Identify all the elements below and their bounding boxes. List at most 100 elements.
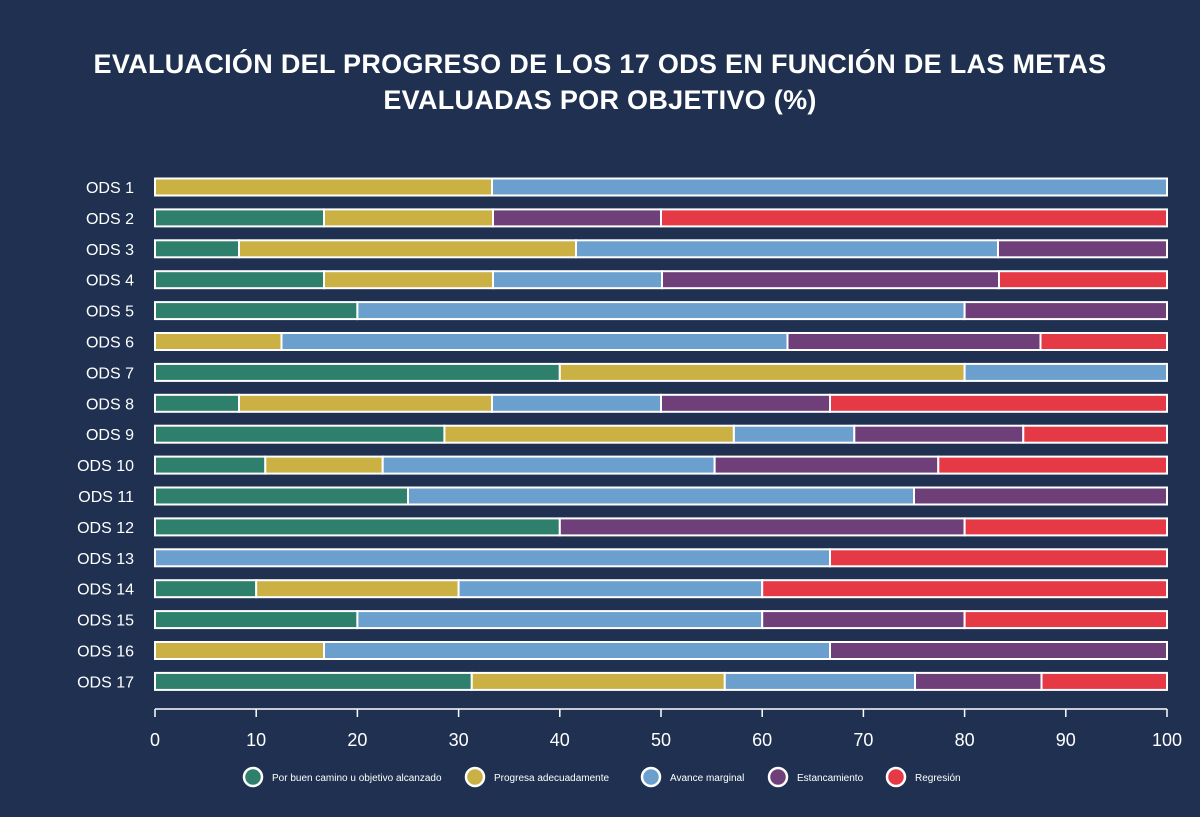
category-label-ods-2: ODS 2: [86, 211, 134, 228]
bar-segment-ods-7-progresa-adecuadamente: [558, 362, 966, 382]
bar-segment-ods-14-regresion: [761, 579, 1168, 599]
category-label-ods-11: ODS 11: [78, 489, 134, 506]
category-labels: ODS 1 ODS 2 ODS 3 ODS 4 ODS 5 ODS 6 ODS 7 ODS 8…: [77, 180, 134, 691]
bar-segment-ods-15-regresion: [963, 610, 1168, 630]
x-tick-label-10: 10: [246, 730, 266, 750]
x-tick-label-50: 50: [651, 730, 671, 750]
bar-segment-ods-5-estancamiento: [963, 301, 1168, 321]
bar-segment-ods-8-estancamiento: [660, 393, 832, 413]
bar-segment-ods-4-estancamiento: [661, 270, 1001, 290]
bar-segment-ods-2-por-buen-camino-u-objetivo-alcanzado: [154, 208, 326, 228]
bar-segment-ods-15-avance-marginal: [356, 610, 764, 630]
bar-segment-ods-17-progresa-adecuadamente: [470, 671, 726, 691]
category-label-ods-16: ODS 16: [77, 644, 134, 661]
legend-swatch-progresa-adecuadamente: [464, 766, 486, 788]
bar-segment-ods-15-estancamiento: [761, 610, 966, 630]
bar-segment-ods-12-estancamiento: [558, 517, 966, 537]
bar-segment-ods-4-por-buen-camino-u-objetivo-alcanzado: [154, 270, 326, 290]
bar-segment-ods-10-progresa-adecuadamente: [264, 455, 384, 475]
bars-group: [154, 177, 1169, 691]
x-tick-label-80: 80: [955, 730, 975, 750]
bar-segment-ods-16-avance-marginal: [323, 641, 832, 660]
category-label-ods-17: ODS 17: [77, 674, 134, 691]
bar-segment-ods-11-por-buen-camino-u-objetivo-alcanzado: [154, 486, 409, 506]
category-label-ods-8: ODS 8: [86, 396, 134, 413]
x-tick-label-90: 90: [1056, 730, 1076, 750]
legend-label-estancamiento: Estancamiento: [797, 773, 864, 784]
bar-segment-ods-10-por-buen-camino-u-objetivo-alcanzado: [154, 455, 267, 475]
category-label-ods-10: ODS 10: [77, 458, 134, 475]
legend-swatch-avance-marginal: [640, 766, 662, 788]
category-label-ods-6: ODS 6: [86, 335, 134, 352]
x-tick-label-60: 60: [752, 730, 772, 750]
bar-segment-ods-6-avance-marginal: [280, 332, 789, 351]
legend-label-por-buen-camino-u-objetivo-alcanzado: Por buen camino u objetivo alcanzado: [272, 773, 442, 784]
x-tick-label-70: 70: [853, 730, 873, 750]
bar-segment-ods-11-estancamiento: [913, 486, 1168, 506]
bar-segment-ods-8-por-buen-camino-u-objetivo-alcanzado: [154, 393, 240, 413]
category-label-ods-12: ODS 12: [77, 520, 134, 537]
bar-segment-ods-17-estancamiento: [914, 671, 1043, 691]
legend-swatch-por-buen-camino-u-objetivo-alcanzado: [242, 766, 264, 788]
bar-segment-ods-16-progresa-adecuadamente: [154, 641, 326, 660]
bar-segment-ods-6-estancamiento: [786, 332, 1042, 351]
legend: Por buen camino u objetivo alcanzado Prog…: [242, 766, 961, 788]
bar-segment-ods-6-regresion: [1039, 332, 1168, 351]
bar-segment-ods-17-por-buen-camino-u-objetivo-alcanzado: [154, 671, 473, 691]
bar-segment-ods-4-regresion: [998, 270, 1168, 290]
bar-segment-ods-10-regresion: [937, 455, 1169, 475]
bar-segment-ods-3-progresa-adecuadamente: [237, 239, 577, 259]
x-tick-label-100: 100: [1152, 730, 1182, 750]
category-label-ods-5: ODS 5: [86, 304, 134, 321]
bar-segment-ods-14-por-buen-camino-u-objetivo-alcanzado: [154, 579, 258, 599]
bar-segment-ods-14-avance-marginal: [457, 579, 764, 599]
category-label-ods-7: ODS 7: [86, 365, 134, 382]
x-axis: 0 10 20 30 40 50 60 70 80 90 100: [150, 708, 1182, 750]
chart-title-line-1: EVALUACIÓN DEL PROGRESO DE LOS 17 ODS EN…: [93, 49, 1107, 79]
x-tick-label-20: 20: [347, 730, 367, 750]
legend-label-avance-marginal: Avance marginal: [670, 773, 744, 784]
bar-segment-ods-9-avance-marginal: [732, 424, 856, 444]
bar-segment-ods-8-avance-marginal: [490, 393, 662, 413]
x-tick-label-30: 30: [449, 730, 469, 750]
bar-segment-ods-9-estancamiento: [853, 424, 1025, 444]
bar-segment-ods-10-estancamiento: [713, 455, 940, 475]
bar-segment-ods-9-progresa-adecuadamente: [443, 424, 735, 444]
x-tick-label-0: 0: [150, 730, 160, 750]
bar-segment-ods-5-por-buen-camino-u-objetivo-alcanzado: [154, 301, 359, 321]
bar-segment-ods-1-avance-marginal: [490, 177, 1169, 197]
bar-segment-ods-8-progresa-adecuadamente: [237, 393, 493, 413]
category-label-ods-14: ODS 14: [77, 582, 134, 599]
bar-segment-ods-5-avance-marginal: [356, 301, 966, 321]
bar-segment-ods-15-por-buen-camino-u-objetivo-alcanzado: [154, 610, 359, 630]
bar-segment-ods-4-progresa-adecuadamente: [323, 270, 495, 290]
category-label-ods-3: ODS 3: [86, 242, 134, 259]
legend-label-regresion: Regresión: [915, 773, 961, 784]
category-label-ods-15: ODS 15: [77, 613, 134, 630]
bar-segment-ods-1-progresa-adecuadamente: [154, 177, 493, 197]
legend-swatch-estancamiento: [767, 766, 789, 788]
chart-title: EVALUACIÓN DEL PROGRESO DE LOS 17 ODS EN…: [0, 46, 1200, 118]
x-tick-label-40: 40: [550, 730, 570, 750]
bar-segment-ods-10-avance-marginal: [381, 455, 716, 475]
bar-segment-ods-7-avance-marginal: [963, 362, 1168, 382]
bar-segment-ods-2-progresa-adecuadamente: [323, 208, 495, 228]
bar-segment-ods-12-por-buen-camino-u-objetivo-alcanzado: [154, 517, 561, 537]
bar-segment-ods-6-progresa-adecuadamente: [154, 332, 283, 351]
bar-segment-ods-12-regresion: [963, 517, 1168, 537]
bar-segment-ods-9-regresion: [1022, 424, 1169, 444]
bar-segment-ods-3-avance-marginal: [574, 239, 999, 259]
bar-segment-ods-16-estancamiento: [829, 641, 1169, 660]
category-label-ods-13: ODS 13: [77, 551, 134, 568]
bar-segment-ods-8-regresion: [829, 393, 1169, 413]
category-label-ods-9: ODS 9: [86, 427, 134, 444]
bar-segment-ods-3-por-buen-camino-u-objetivo-alcanzado: [154, 239, 240, 259]
bar-segment-ods-3-estancamiento: [996, 239, 1168, 259]
bar-segment-ods-11-avance-marginal: [407, 486, 915, 506]
legend-label-progresa-adecuadamente: Progresa adecuadamente: [494, 773, 610, 784]
bar-segment-ods-2-regresion: [660, 208, 1168, 228]
bar-segment-ods-4-avance-marginal: [492, 270, 664, 290]
bar-segment-ods-9-por-buen-camino-u-objetivo-alcanzado: [154, 424, 446, 444]
bar-segment-ods-13-regresion: [829, 548, 1169, 568]
